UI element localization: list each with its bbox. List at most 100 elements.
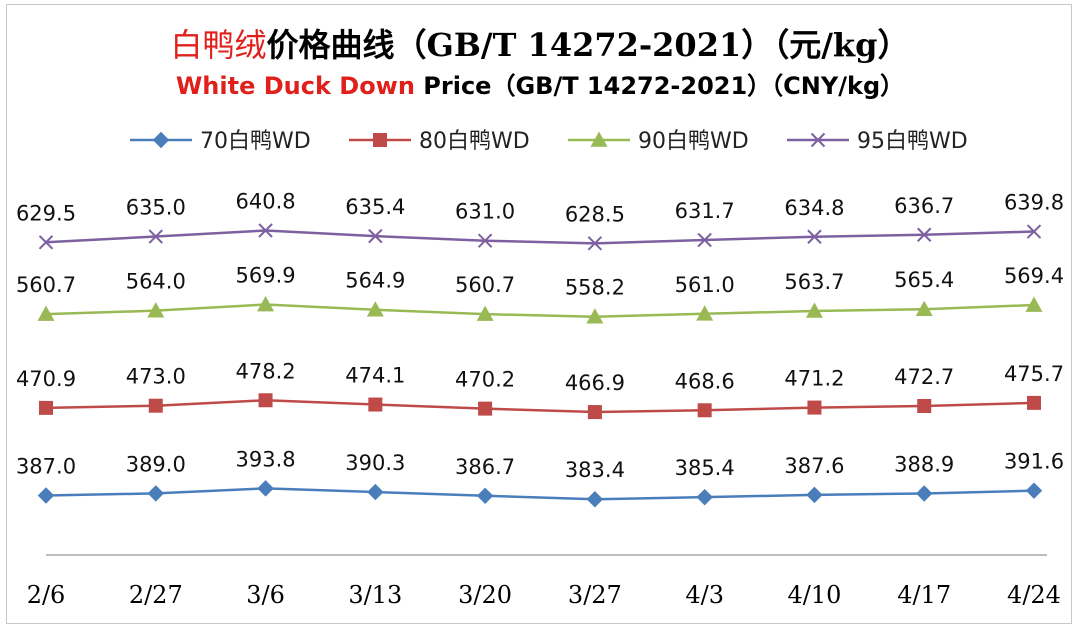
data-point [917, 227, 932, 242]
data-label: 564.9 [345, 269, 405, 293]
data-point [1025, 482, 1043, 499]
legend-marker-2 [373, 133, 387, 147]
data-point [1027, 395, 1041, 410]
series-line-2 [45, 399, 1035, 414]
series-line-4 [45, 229, 1035, 245]
x-tick-label: 4/3 [685, 581, 724, 609]
chart-title-cn-highlight: 白鸭绒 [170, 26, 267, 64]
data-label: 386.7 [455, 455, 515, 479]
data-label: 640.8 [235, 189, 295, 213]
data-label: 629.5 [16, 201, 76, 225]
data-point [807, 400, 822, 415]
data-label: 387.6 [784, 454, 844, 478]
data-point [697, 403, 712, 418]
legend-label-2: 80白鸭WD [419, 129, 530, 154]
data-point [696, 488, 713, 506]
x-tick-label: 3/27 [568, 581, 622, 609]
data-label: 565.4 [894, 268, 954, 292]
data-point [258, 393, 273, 408]
data-label: 628.5 [565, 202, 625, 226]
data-label: 470.2 [455, 368, 515, 392]
data-point [148, 398, 163, 413]
data-point [37, 305, 55, 321]
data-label: 393.8 [235, 447, 295, 471]
data-label: 636.7 [894, 194, 954, 218]
data-point [38, 235, 54, 250]
data-point [366, 301, 384, 317]
x-tick-label: 4/10 [787, 581, 841, 609]
legend-label-3: 90白鸭WD [638, 129, 749, 154]
data-point [368, 397, 383, 412]
data-point [37, 487, 55, 504]
data-label: 468.6 [675, 369, 735, 393]
chart-title-cn: 白鸭绒价格曲线（GB/T 14272-2021）（元/kg） [0, 20, 1080, 66]
data-label: 635.0 [126, 196, 186, 220]
data-label: 558.2 [565, 276, 625, 300]
data-label: 563.7 [784, 270, 844, 294]
legend-marker-1 [152, 131, 170, 149]
chart-frame [6, 4, 1072, 624]
data-point [697, 232, 712, 248]
chart-title-cn-rest: 价格曲线（GB/T 14272-2021）（元/kg） [266, 26, 910, 64]
data-point [917, 399, 932, 414]
data-point [368, 228, 383, 244]
data-label: 561.0 [675, 273, 735, 297]
x-tick-label: 3/6 [246, 581, 285, 609]
chart-title-en: White Duck Down Price（GB/T 14272-2021）（C… [0, 66, 1080, 101]
data-point [257, 296, 275, 312]
data-label: 560.7 [455, 273, 515, 297]
data-point [258, 223, 273, 238]
data-label: 391.6 [1004, 450, 1064, 474]
data-label: 390.3 [345, 451, 405, 475]
legend-marker-3 [590, 131, 608, 147]
data-point [807, 229, 822, 244]
data-label: 639.8 [1004, 191, 1064, 215]
data-label: 471.2 [784, 367, 844, 391]
data-label: 634.8 [784, 196, 844, 220]
x-tick-label: 4/24 [1007, 581, 1061, 609]
series-line-3 [45, 303, 1035, 318]
chart-title-en-highlight: White Duck Down [175, 72, 415, 100]
data-point [476, 305, 494, 321]
data-point [476, 487, 494, 505]
data-point [477, 233, 493, 248]
data-label: 560.7 [16, 273, 76, 297]
data-point [147, 302, 165, 318]
data-label: 389.0 [126, 452, 186, 476]
data-label: 631.7 [675, 199, 735, 223]
data-label: 472.7 [894, 365, 954, 389]
data-point [478, 401, 493, 416]
data-label: 387.0 [16, 454, 76, 478]
data-label: 569.9 [235, 264, 295, 288]
legend-label-4: 95白鸭WD [857, 129, 968, 154]
data-point [806, 486, 823, 504]
series-line-1 [45, 487, 1035, 501]
data-point [696, 305, 714, 321]
data-point [39, 400, 53, 415]
data-label: 631.0 [455, 200, 515, 224]
data-point [586, 491, 604, 508]
data-point [1025, 296, 1043, 312]
data-point [367, 483, 384, 501]
data-label: 470.9 [16, 367, 76, 391]
x-tick-label: 3/20 [458, 581, 512, 609]
data-label: 635.4 [345, 195, 405, 219]
data-label: 569.4 [1004, 264, 1064, 288]
data-label: 388.9 [894, 453, 954, 477]
data-label: 478.2 [235, 359, 295, 383]
data-label: 383.4 [565, 458, 625, 482]
data-point [805, 302, 823, 318]
data-label: 473.0 [126, 365, 186, 389]
data-point [148, 229, 163, 244]
data-point [916, 485, 933, 502]
x-tick-label: 4/17 [897, 581, 951, 609]
x-tick-label: 3/13 [348, 581, 402, 609]
data-label: 466.9 [565, 371, 625, 395]
data-point [147, 485, 164, 502]
data-point [587, 236, 603, 251]
data-point [1026, 224, 1042, 239]
data-point [587, 405, 602, 420]
legend-marker-4 [810, 132, 826, 148]
data-label: 475.7 [1004, 362, 1064, 386]
chart-title-en-rest: Price（GB/T 14272-2021）（CNY/kg） [414, 72, 905, 100]
